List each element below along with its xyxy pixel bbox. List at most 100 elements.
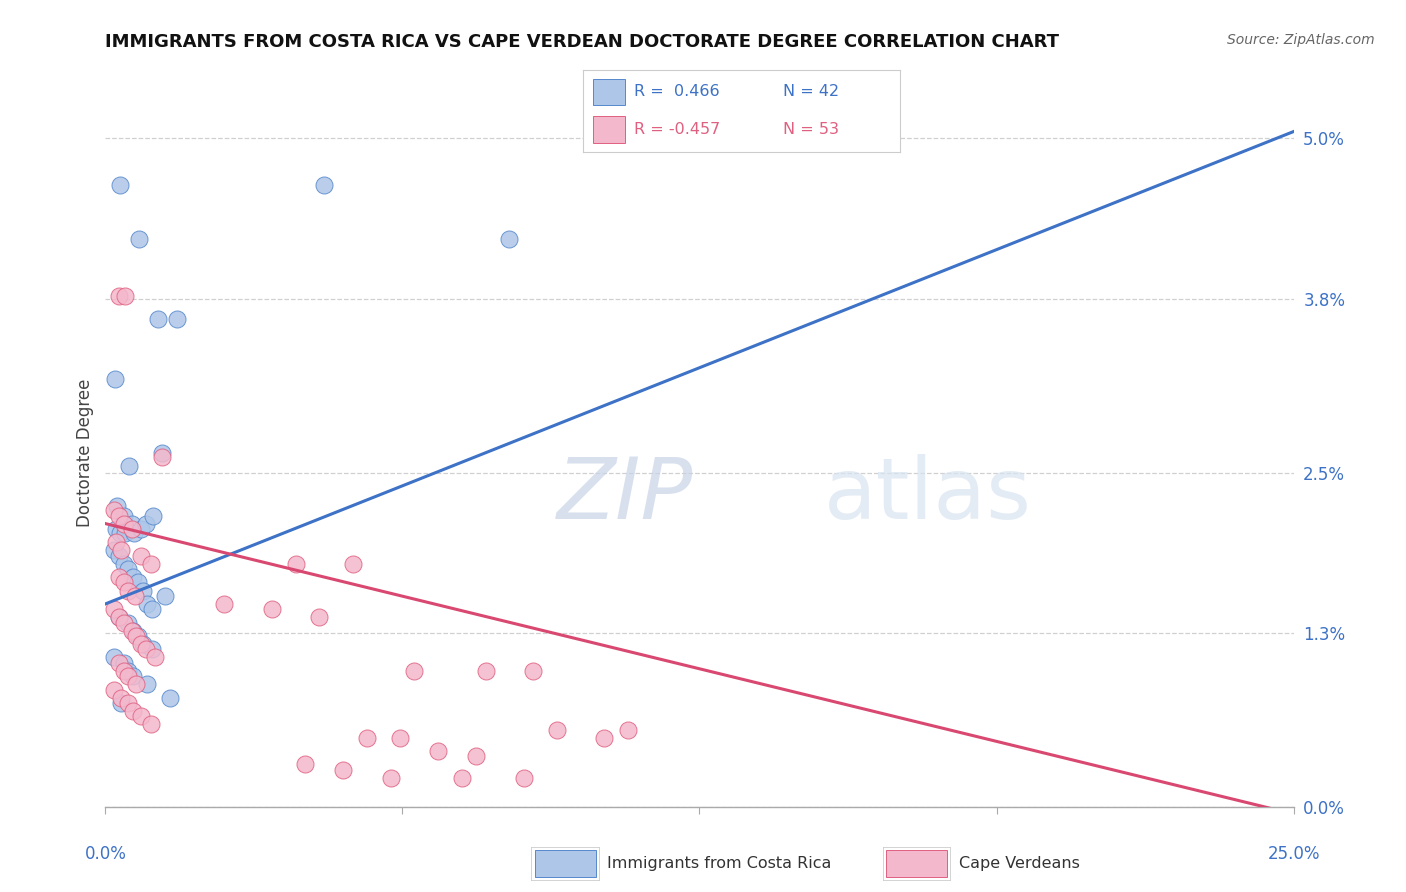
Text: Cape Verdeans: Cape Verdeans (959, 856, 1080, 871)
Point (153, 589, 176, 603)
Point (159, 690, 181, 705)
Point (127, 629, 149, 643)
FancyBboxPatch shape (593, 116, 624, 143)
Point (284, 557, 307, 571)
Point (125, 677, 148, 691)
Point (107, 549, 129, 563)
Point (139, 717, 162, 731)
Text: 0.0%: 0.0% (84, 845, 127, 863)
Point (152, 450, 174, 464)
Point (114, 526, 136, 541)
Point (114, 508, 136, 523)
Point (427, 744, 450, 758)
Point (512, 771, 534, 785)
Point (107, 610, 129, 624)
Point (389, 731, 412, 745)
Point (450, 771, 472, 785)
Point (112, 516, 135, 531)
Point (136, 677, 159, 691)
FancyBboxPatch shape (886, 850, 948, 877)
Point (141, 642, 163, 657)
Point (117, 583, 139, 598)
Point (380, 771, 402, 785)
Point (112, 575, 135, 590)
Point (122, 669, 145, 683)
Point (117, 562, 139, 576)
Point (617, 723, 640, 737)
Point (103, 503, 125, 517)
Point (128, 232, 150, 246)
Point (146, 312, 169, 326)
Point (136, 597, 159, 611)
Point (110, 690, 132, 705)
Point (498, 232, 520, 246)
Point (131, 637, 153, 651)
Point (118, 459, 141, 474)
FancyBboxPatch shape (534, 850, 596, 877)
Text: N = 42: N = 42 (783, 84, 839, 99)
Point (103, 602, 125, 616)
Point (139, 557, 162, 571)
Point (117, 664, 139, 678)
Point (122, 570, 145, 584)
Point (127, 575, 149, 590)
Point (141, 602, 163, 616)
Point (356, 731, 378, 745)
Point (166, 312, 188, 326)
Point (474, 664, 496, 678)
Point (125, 629, 148, 643)
Text: Source: ZipAtlas.com: Source: ZipAtlas.com (1227, 33, 1375, 47)
Point (152, 446, 174, 460)
Point (107, 656, 129, 670)
Point (117, 615, 139, 630)
Point (107, 508, 129, 523)
Point (214, 597, 236, 611)
Point (105, 500, 128, 514)
Point (108, 178, 131, 193)
Point (294, 757, 316, 772)
Point (107, 570, 129, 584)
Point (121, 516, 143, 531)
Point (122, 704, 145, 718)
Point (112, 615, 135, 630)
Point (129, 709, 152, 723)
Point (129, 549, 152, 563)
Point (114, 289, 136, 303)
Text: IMMIGRANTS FROM COSTA RICA VS CAPE VERDEAN DOCTORATE DEGREE CORRELATION CHART: IMMIGRANTS FROM COSTA RICA VS CAPE VERDE… (105, 33, 1060, 51)
Point (332, 763, 354, 777)
Point (104, 535, 127, 549)
Point (108, 526, 131, 541)
Text: R =  0.466: R = 0.466 (634, 84, 720, 99)
Text: R = -0.457: R = -0.457 (634, 122, 720, 137)
Point (110, 543, 132, 558)
Point (112, 557, 135, 571)
Point (122, 624, 145, 638)
Point (404, 664, 426, 678)
Point (342, 557, 364, 571)
Point (593, 731, 616, 745)
Point (129, 522, 152, 536)
Point (104, 372, 127, 386)
Point (260, 602, 283, 616)
Point (135, 516, 157, 531)
Point (121, 624, 143, 638)
Point (103, 682, 125, 697)
Point (107, 610, 129, 624)
Point (135, 642, 157, 657)
Point (103, 543, 125, 558)
Point (129, 637, 152, 651)
Point (312, 178, 335, 193)
Text: 25.0%: 25.0% (1267, 845, 1320, 863)
Point (117, 696, 139, 710)
Point (546, 723, 568, 737)
Point (121, 522, 143, 536)
Point (465, 749, 488, 764)
Point (143, 650, 166, 665)
Point (308, 610, 330, 624)
Point (142, 508, 165, 523)
Point (103, 650, 125, 665)
Point (522, 664, 544, 678)
Point (122, 526, 145, 541)
Y-axis label: Doctorate Degree: Doctorate Degree (76, 378, 94, 527)
Point (112, 664, 135, 678)
